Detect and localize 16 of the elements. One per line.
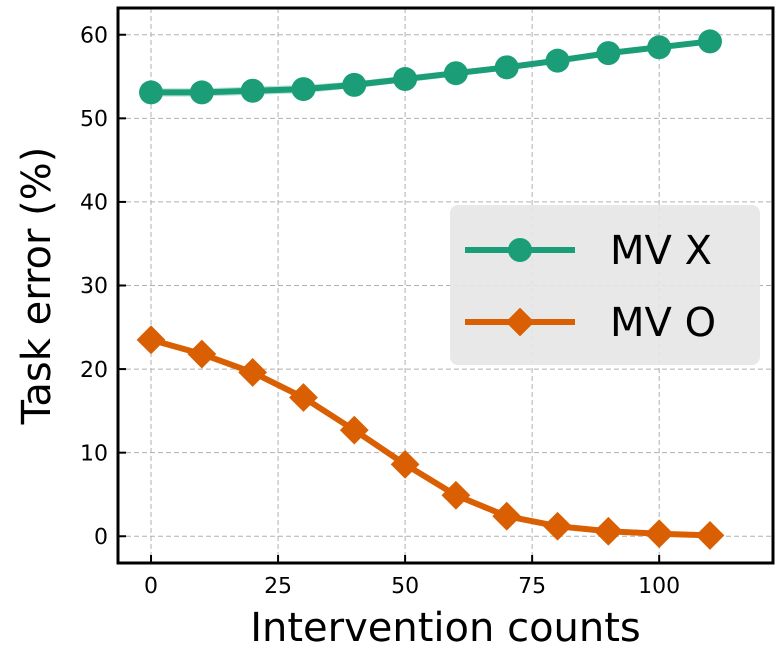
y-tick-label: 20 <box>80 358 108 383</box>
y-tick-label: 60 <box>80 23 108 48</box>
x-axis-title: Intervention counts <box>250 605 641 651</box>
y-axis-title: Task error (%) <box>14 146 60 426</box>
x-tick-label: 75 <box>518 574 546 599</box>
x-tick-label: 100 <box>638 574 680 599</box>
legend-label: MV O <box>610 300 716 346</box>
y-tick-label: 10 <box>80 441 108 466</box>
x-tick-label: 0 <box>144 574 158 599</box>
x-tick-label: 25 <box>264 574 292 599</box>
y-tick-label: 50 <box>80 107 108 132</box>
y-tick-label: 30 <box>80 274 108 300</box>
y-tick-label: 40 <box>80 190 108 216</box>
y-tick-label: 0 <box>94 524 108 550</box>
x-tick-label: 50 <box>391 574 420 599</box>
legend-label: MV X <box>610 228 712 274</box>
